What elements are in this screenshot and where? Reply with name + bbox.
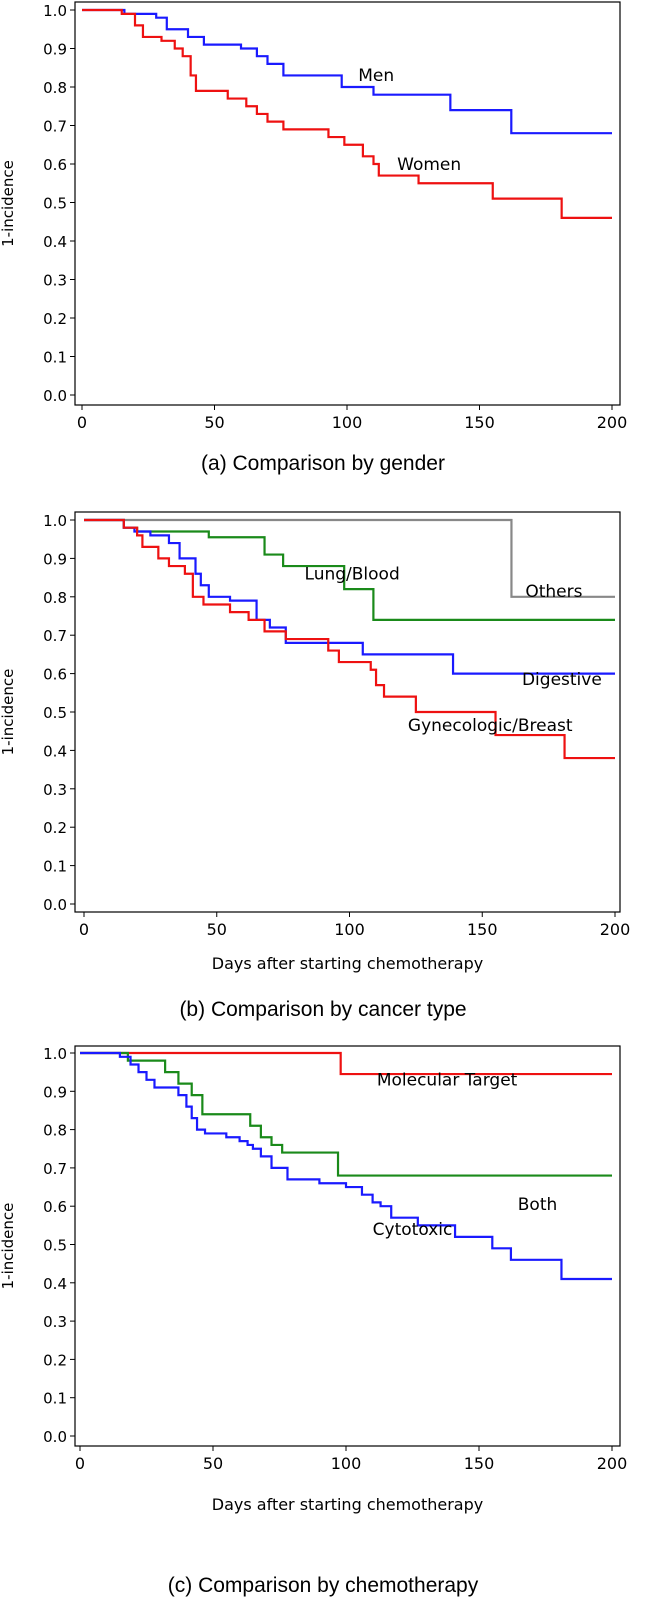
y-tick-label: 0.4 xyxy=(43,742,67,760)
chart-caption: (c) Comparison by chemotherapy xyxy=(167,1574,479,1597)
chart-cancer-type: 0.0 0.1 0.2 0.3 0.4 0.5 0.6 0.7 0.8 0.9 1.0 0 50 100 1… xyxy=(0,511,631,973)
chart-panel-chemotherapy: 0.0 0.1 0.2 0.3 0.4 0.5 0.6 0.7 0.8 0.9 1.0 0 50 100 1… xyxy=(0,1036,646,1598)
y-tick-label: 0.3 xyxy=(43,1313,67,1331)
series-annotation-both: Both xyxy=(518,1195,558,1215)
y-tick-label: 0.0 xyxy=(43,1428,67,1446)
y-tick-label: 0.1 xyxy=(43,1390,67,1408)
x-tick-label: 100 xyxy=(331,1454,362,1473)
y-tick-label: 0.5 xyxy=(43,704,67,722)
y-tick-label: 0.7 xyxy=(43,627,67,645)
y-tick-label: 0.6 xyxy=(43,1198,67,1216)
y-tick-label: 0.6 xyxy=(43,666,67,684)
x-tick-label: 200 xyxy=(597,1454,628,1473)
x-tick-label: 150 xyxy=(464,1454,495,1473)
y-tick-label: 0.0 xyxy=(43,896,67,914)
y-tick-label: 0.2 xyxy=(43,1351,67,1369)
series-line-both xyxy=(80,1051,612,1177)
x-tick-label: 100 xyxy=(332,413,363,432)
series-line-women xyxy=(82,8,612,219)
series-line-men xyxy=(82,8,612,135)
y-tick-label: 0.9 xyxy=(43,550,67,568)
y-tick-label: 0.3 xyxy=(43,781,67,799)
x-tick-label: 150 xyxy=(467,920,498,939)
y-tick-label: 0.1 xyxy=(43,858,67,876)
series-line-others xyxy=(84,518,615,598)
series-annotation-men: Men xyxy=(358,66,394,86)
y-tick-label: 0.7 xyxy=(43,118,67,136)
y-tick-label: 0.7 xyxy=(43,1160,67,1178)
y-axis-label: 1-incidence xyxy=(0,1203,17,1290)
x-axis-label: Days after starting chemotherapy xyxy=(212,954,483,973)
series-annotation-cytotoxic: Cytotoxic xyxy=(373,1220,453,1240)
y-tick-label: 0.3 xyxy=(43,272,67,290)
series-annotation-gynecologic-breast: Gynecologic/Breast xyxy=(408,716,573,736)
y-axis-label: 1-incidence xyxy=(0,160,17,247)
y-tick-label: 0.1 xyxy=(43,349,67,367)
x-tick-label: 150 xyxy=(464,413,495,432)
chart-gender: 0.0 0.1 0.2 0.3 0.4 0.5 0.6 0.7 0.8 0.9 1.0 0 50 100 1… xyxy=(0,1,628,432)
y-tick-label: 0.8 xyxy=(43,1122,67,1140)
plot-frame xyxy=(74,1045,621,1447)
series-line-molecular-target xyxy=(80,1051,612,1076)
series-line-digestive xyxy=(84,518,615,675)
series-annotation-molecular-target: Molecular Target xyxy=(377,1071,518,1091)
x-tick-label: 0 xyxy=(75,1454,85,1473)
y-tick-label: 0.9 xyxy=(43,1083,67,1101)
x-tick-label: 50 xyxy=(204,413,224,432)
x-tick-label: 0 xyxy=(77,413,87,432)
y-tick-label: 0.2 xyxy=(43,310,67,328)
chart-chemotherapy: 0.0 0.1 0.2 0.3 0.4 0.5 0.6 0.7 0.8 0.9 1.0 0 50 100 1… xyxy=(0,1045,628,1514)
x-tick-label: 200 xyxy=(600,920,631,939)
x-axis-label: Days after starting chemotherapy xyxy=(212,1495,483,1514)
y-tick-label: 0.8 xyxy=(43,79,67,97)
x-tick-label: 50 xyxy=(207,920,227,939)
chart-panel-gender: 0.0 0.1 0.2 0.3 0.4 0.5 0.6 0.7 0.8 0.9 1.0 0 50 100 1… xyxy=(0,0,646,486)
series-annotation-lung-blood: Lung/Blood xyxy=(305,565,400,585)
series-line-gynecologic-breast xyxy=(84,518,615,760)
y-tick-label: 1.0 xyxy=(43,1045,67,1063)
y-tick-label: 1.0 xyxy=(43,2,67,20)
y-tick-label: 1.0 xyxy=(43,512,67,530)
chart-caption: (a) Comparison by gender xyxy=(201,452,445,475)
y-tick-label: 0.4 xyxy=(43,1275,67,1293)
y-tick-label: 0.2 xyxy=(43,819,67,837)
x-tick-label: 100 xyxy=(334,920,365,939)
y-tick-label: 0.5 xyxy=(43,195,67,213)
series-annotation-women: Women xyxy=(397,155,461,175)
y-tick-label: 0.5 xyxy=(43,1237,67,1255)
y-axis-label: 1-incidence xyxy=(0,669,17,756)
chart-panel-cancer-type: 0.0 0.1 0.2 0.3 0.4 0.5 0.6 0.7 0.8 0.9 1.0 0 50 100 1… xyxy=(0,500,646,1026)
plot-frame xyxy=(74,1,621,406)
series-annotation-others: Others xyxy=(525,582,582,602)
series-line-cytotoxic xyxy=(80,1051,612,1281)
x-tick-label: 50 xyxy=(203,1454,223,1473)
y-tick-label: 0.9 xyxy=(43,41,67,59)
x-tick-label: 0 xyxy=(79,920,89,939)
chart-caption: (b) Comparison by cancer type xyxy=(179,998,467,1021)
x-tick-label: 200 xyxy=(597,413,628,432)
y-tick-label: 0.4 xyxy=(43,233,67,251)
y-tick-label: 0.8 xyxy=(43,589,67,607)
y-tick-label: 0.0 xyxy=(43,387,67,405)
series-annotation-digestive: Digestive xyxy=(522,670,602,690)
y-tick-label: 0.6 xyxy=(43,156,67,174)
